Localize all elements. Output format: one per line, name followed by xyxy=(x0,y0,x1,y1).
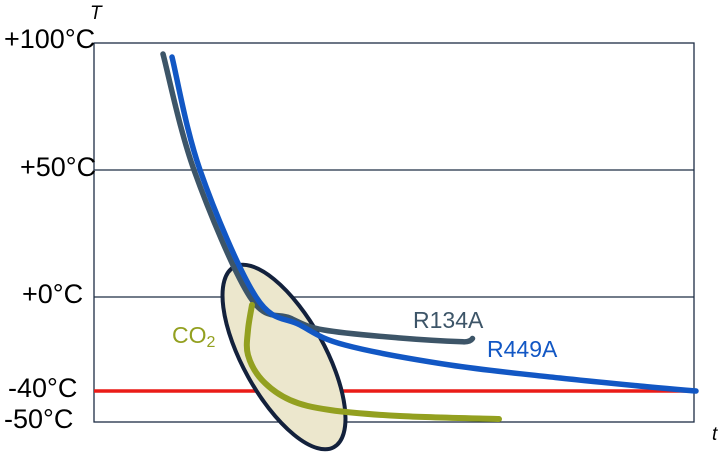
svg-text:R134A: R134A xyxy=(413,307,484,333)
svg-text:+0°C: +0°C xyxy=(22,279,83,309)
svg-text:t: t xyxy=(712,424,718,445)
svg-text:-50°C: -50°C xyxy=(4,404,73,434)
svg-text:+50°C: +50°C xyxy=(20,152,96,182)
svg-text:-40°C: -40°C xyxy=(8,373,77,403)
svg-text:CO2: CO2 xyxy=(172,322,216,351)
svg-text:T: T xyxy=(90,3,103,24)
svg-text:R449A: R449A xyxy=(487,336,558,362)
svg-text:+100°C: +100°C xyxy=(4,24,95,54)
